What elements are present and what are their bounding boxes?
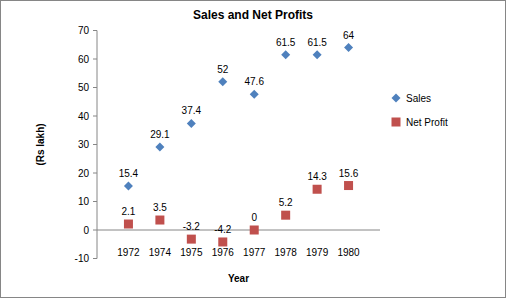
- y-tick: [93, 144, 97, 145]
- y-tick: [93, 116, 97, 117]
- y-tick-label: 20: [78, 168, 90, 179]
- y-tick: [93, 59, 97, 60]
- data-point: [187, 235, 196, 244]
- data-label: 15.6: [339, 168, 359, 179]
- data-point: [281, 50, 290, 59]
- data-label: 2.1: [121, 206, 135, 217]
- data-label: 0: [251, 212, 257, 223]
- labels-group: 15.4 29.1 37.4 52 47.6 61.5 61.5 64 2.1 3.5 -3.2 -4…: [119, 30, 359, 235]
- y-tick-label: 70: [78, 25, 90, 36]
- data-label: 14.3: [307, 171, 327, 182]
- legend-marker: [392, 118, 401, 127]
- data-point: [281, 211, 290, 220]
- x-axis-label: Year: [228, 273, 249, 284]
- y-tick: [93, 87, 97, 88]
- data-label: -3.2: [183, 221, 201, 232]
- y-tick: [93, 230, 97, 231]
- data-point: [155, 143, 164, 152]
- chart-border: [1, 1, 506, 298]
- data-label: 5.2: [279, 197, 293, 208]
- y-tick-label: 30: [78, 139, 90, 150]
- x-tick-label: 1972: [117, 247, 140, 258]
- data-label: 61.5: [276, 37, 296, 48]
- data-point: [124, 220, 133, 229]
- data-point: [313, 185, 322, 194]
- y-tick-label: 40: [78, 111, 90, 122]
- y-tick-label: 0: [83, 225, 89, 236]
- chart-svg: Sales and Net Profits (Rs lakh) Year -10 0 10…: [0, 0, 506, 298]
- data-label: 64: [343, 30, 355, 41]
- legend-label: Sales: [406, 93, 431, 104]
- x-axis-line: [97, 230, 380, 231]
- data-point: [218, 77, 227, 86]
- data-point: [344, 181, 353, 190]
- y-tick-label: 10: [78, 196, 90, 207]
- marks-group: [124, 43, 353, 246]
- data-point: [218, 237, 227, 246]
- data-point: [313, 50, 322, 59]
- legend-marker: [392, 94, 401, 103]
- data-point: [155, 216, 164, 225]
- data-label: -4.2: [214, 224, 232, 235]
- data-point: [250, 90, 259, 99]
- y-tick: [93, 258, 97, 259]
- data-point: [250, 226, 259, 235]
- legend-label: Net Profit: [406, 117, 448, 128]
- y-tick-label: 50: [78, 82, 90, 93]
- y-tick-label: 60: [78, 54, 90, 65]
- data-label: 3.5: [153, 202, 167, 213]
- data-point: [124, 182, 133, 191]
- data-label: 29.1: [150, 129, 170, 140]
- x-tick-label: 1979: [306, 247, 329, 258]
- x-tick-label: 1980: [337, 247, 360, 258]
- x-tick-label: 1978: [275, 247, 298, 258]
- chart-title: Sales and Net Profits: [193, 8, 313, 22]
- data-label: 37.4: [182, 105, 202, 116]
- y-axis-label: (Rs lakh): [35, 123, 46, 165]
- data-label: 52: [217, 64, 229, 75]
- data-label: 15.4: [119, 168, 139, 179]
- y-tick-label: -10: [75, 253, 90, 264]
- y-tick: [93, 201, 97, 202]
- data-point: [344, 43, 353, 52]
- y-tick: [93, 173, 97, 174]
- chart-container: Sales and Net Profits (Rs lakh) Year -10 0 10…: [0, 0, 506, 298]
- x-tick-label: 1976: [212, 247, 235, 258]
- data-point: [187, 119, 196, 128]
- legend: Sales Net Profit: [392, 93, 448, 128]
- x-tick-label: 1977: [243, 247, 266, 258]
- data-label: 61.5: [307, 37, 327, 48]
- data-label: 47.6: [244, 76, 264, 87]
- x-tick-label: 1975: [180, 247, 203, 258]
- x-tick-label: 1974: [149, 247, 172, 258]
- y-tick: [93, 30, 97, 31]
